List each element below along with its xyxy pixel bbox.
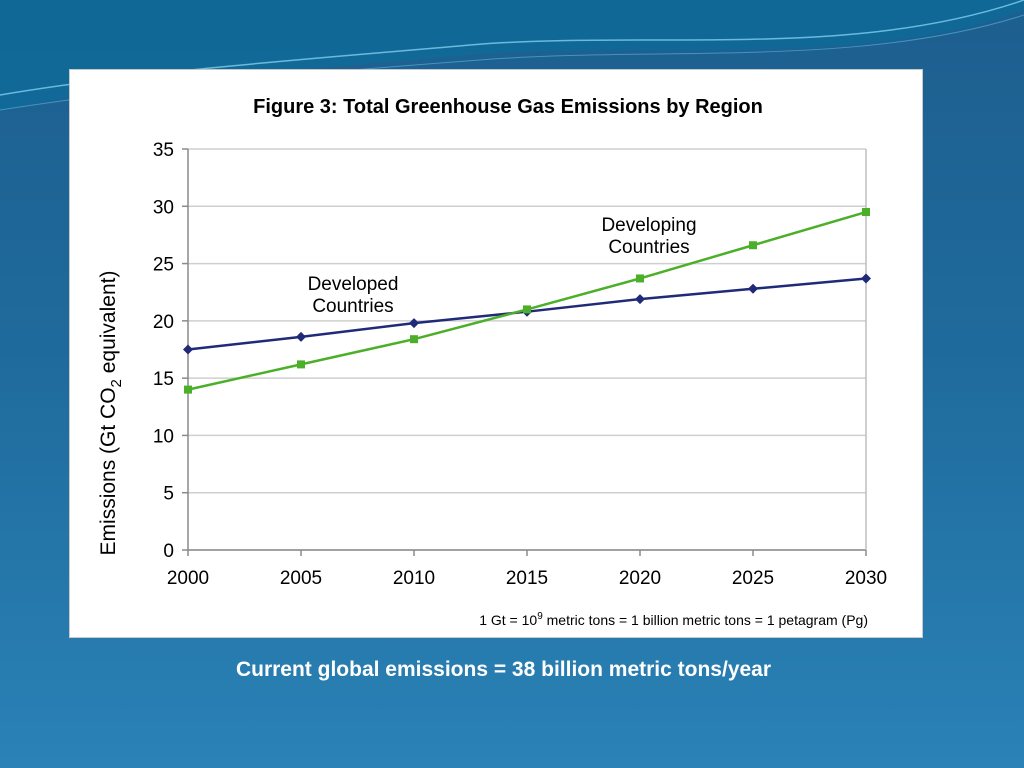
y-tick-label: 20: [153, 312, 174, 333]
series-developing-countries: [184, 208, 870, 394]
data-point: [296, 331, 306, 342]
data-point: [409, 318, 419, 329]
y-tick-label: 0: [163, 541, 174, 562]
data-point: [297, 360, 305, 369]
x-tick-label: 2010: [393, 568, 435, 589]
y-tick-label: 10: [153, 426, 174, 447]
x-tick-label: 2020: [619, 568, 661, 589]
y-tick-label: 35: [153, 140, 174, 161]
slide-caption: Current global emissions = 38 billion me…: [235, 658, 772, 681]
y-tick-label: 15: [153, 369, 174, 390]
series-group: [183, 208, 871, 394]
x-tick-label: 2005: [280, 568, 322, 589]
data-point: [523, 305, 531, 314]
y-tick-label: 30: [153, 197, 174, 218]
axes: [182, 148, 867, 556]
x-tick-label: 2015: [506, 568, 548, 589]
data-point: [749, 241, 757, 250]
y-tick-label: 25: [153, 255, 174, 276]
data-point: [183, 344, 193, 355]
data-point: [862, 208, 870, 217]
series-line: [187, 210, 867, 391]
annotation-line: Developed: [308, 274, 399, 295]
annotation-line: Developing: [601, 215, 696, 236]
y-tick-label: 5: [163, 484, 174, 505]
y-axis-label: Emissions (Gt CO2 equivalent): [97, 271, 125, 556]
annotation-line: Countries: [312, 296, 393, 317]
chart-footnote: 1 Gt = 109 metric tons = 1 billion metri…: [479, 611, 868, 628]
y-tick-labels: 0 5 10 15 20 25 30 35: [153, 140, 174, 562]
x-tick-labels: 2000 2005 2010 2015 2020 2025 2030: [167, 568, 887, 589]
data-point: [635, 294, 645, 305]
data-point: [861, 273, 871, 284]
data-point: [636, 274, 644, 283]
x-tick-label: 2000: [167, 568, 209, 589]
data-point: [410, 335, 418, 344]
series-developed-countries: [183, 273, 871, 355]
annotation-line: Countries: [608, 237, 689, 258]
line-chart: Figure 3: Total Greenhouse Gas Emissions…: [97, 96, 887, 628]
x-tick-label: 2030: [845, 568, 887, 589]
data-point: [748, 283, 758, 294]
chart-panel: Figure 3: Total Greenhouse Gas Emissions…: [69, 69, 923, 638]
annotation-developed-countries: Developed Countries: [308, 274, 399, 317]
data-point: [184, 385, 192, 394]
x-tick-label: 2025: [732, 568, 774, 589]
annotation-developing-countries: Developing Countries: [601, 215, 696, 258]
grid-lines: [188, 148, 866, 551]
chart-title: Figure 3: Total Greenhouse Gas Emissions…: [253, 96, 763, 118]
